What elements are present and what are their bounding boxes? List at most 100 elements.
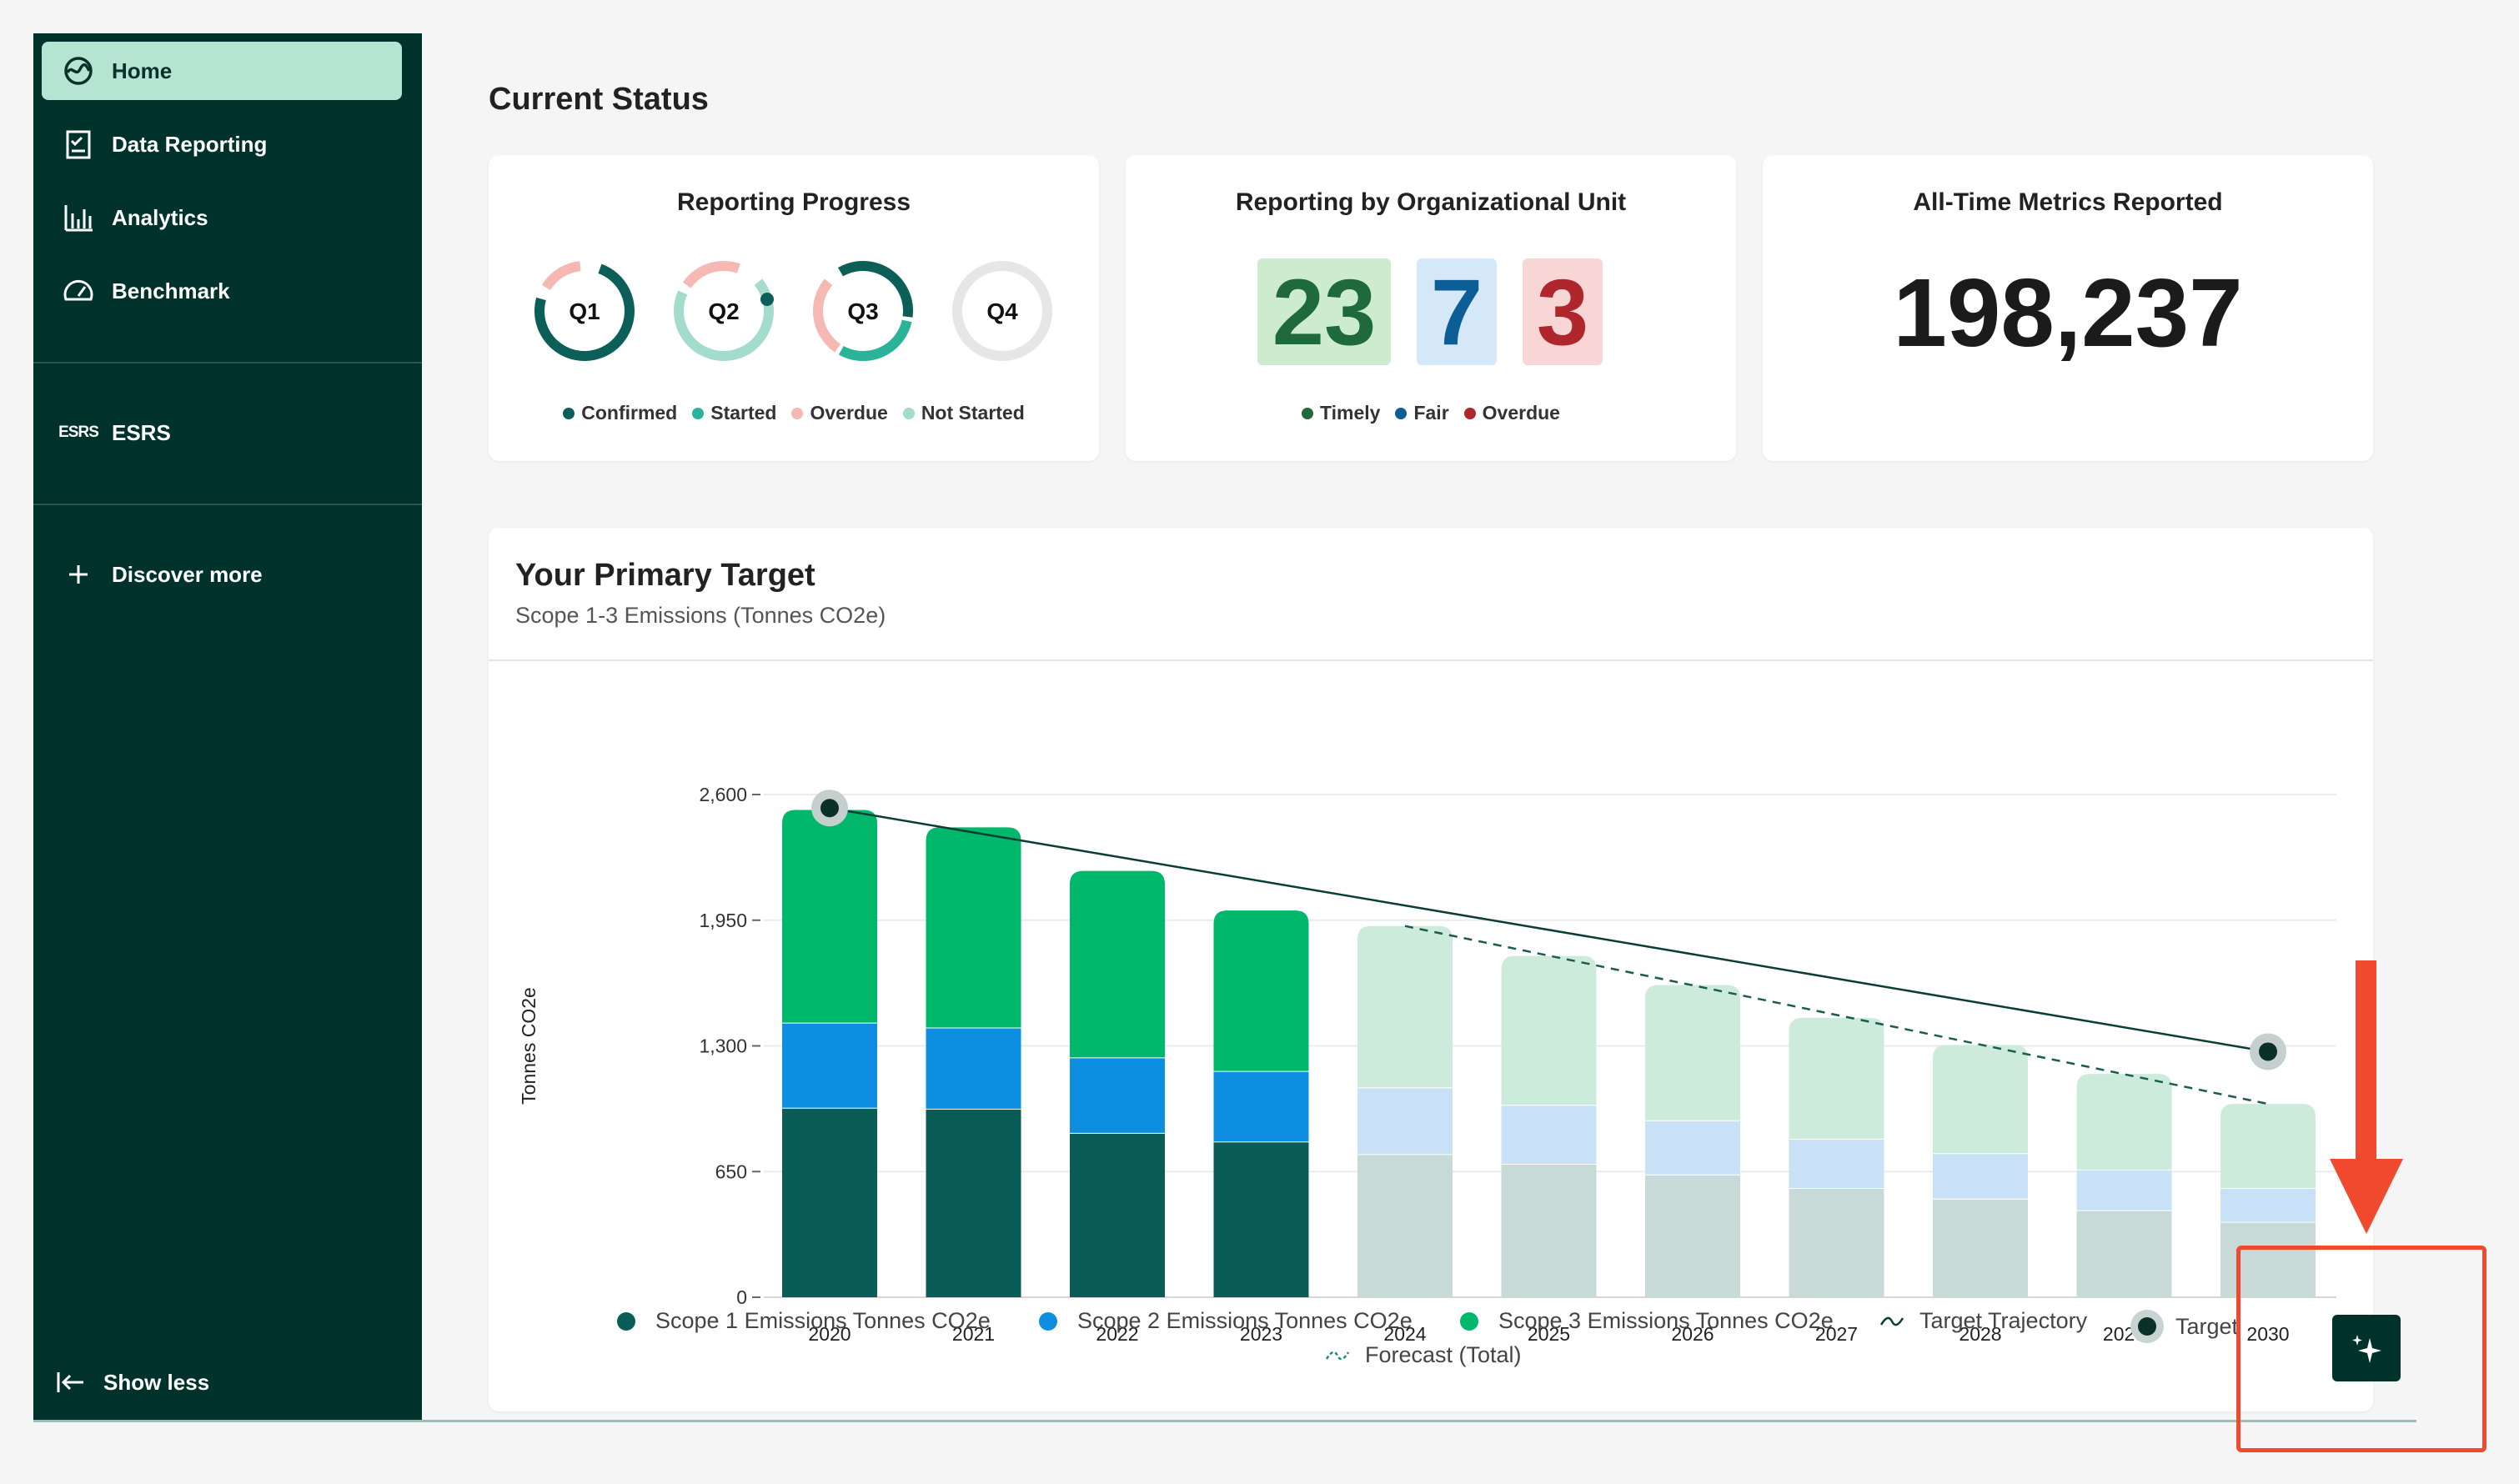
bar-segment bbox=[2220, 1187, 2316, 1222]
legend-scope3[interactable]: Scope 3 Emissions Tonnes CO2e bbox=[1460, 1308, 1834, 1334]
discover-more-label: Discover more bbox=[112, 561, 263, 587]
sidebar-divider bbox=[33, 362, 422, 363]
card-title: Reporting by Organizational Unit bbox=[1235, 188, 1627, 216]
legend-item: Timely bbox=[1302, 402, 1380, 424]
bar-segment bbox=[1501, 955, 1597, 1105]
x-tick-label: 2022 bbox=[1096, 1323, 1138, 1345]
legend-forecast-total[interactable]: Forecast (Total) bbox=[1325, 1342, 1522, 1368]
quarter-label: Q3 bbox=[847, 298, 878, 324]
discover-more-button[interactable]: Discover more bbox=[42, 545, 402, 604]
x-tick-label: 2023 bbox=[1240, 1323, 1282, 1345]
forecast-line bbox=[1404, 925, 2269, 1105]
sidebar-item-analytics[interactable]: Analytics bbox=[42, 188, 402, 247]
collapse-left-icon bbox=[52, 1364, 88, 1401]
x-tick-label: 2025 bbox=[1528, 1323, 1570, 1345]
target-trajectory-line bbox=[829, 807, 2269, 1053]
bar-segment bbox=[1501, 1105, 1597, 1164]
annotation-arrow-icon bbox=[2330, 960, 2403, 1234]
x-tick-label: 2026 bbox=[1671, 1323, 1714, 1345]
plus-icon bbox=[60, 556, 97, 593]
bar-segment bbox=[1213, 1070, 1309, 1142]
legend-item: Confirmed bbox=[563, 402, 677, 424]
legend-target[interactable]: Target bbox=[2129, 1308, 2238, 1345]
sidebar-item-benchmark[interactable]: Benchmark bbox=[42, 262, 402, 320]
legend-item: Not Started bbox=[902, 402, 1025, 424]
legend-scope2[interactable]: Scope 2 Emissions Tonnes CO2e bbox=[1039, 1308, 1413, 1334]
ring-q2: Q2 bbox=[674, 261, 774, 361]
legend-dot-icon bbox=[1039, 1311, 1057, 1331]
legend-dot-icon bbox=[692, 407, 705, 419]
y-axis-label: Tonnes CO2e bbox=[518, 987, 539, 1105]
clipboard-icon bbox=[60, 126, 97, 163]
y-tick-label: 2,600 bbox=[699, 784, 747, 805]
show-less-label: Show less bbox=[103, 1369, 210, 1395]
bar-segment bbox=[782, 1107, 877, 1297]
target-marker bbox=[820, 799, 839, 818]
org-unit-card[interactable]: Reporting by Organizational Unit 23 7 3 … bbox=[1126, 155, 1736, 461]
org-legend: Timely Fair Overdue bbox=[1126, 402, 1736, 424]
chart-subtitle: Scope 1-3 Emissions (Tonnes CO2e) bbox=[515, 603, 886, 628]
quarter-label: Q4 bbox=[986, 298, 1018, 324]
ring-q4: Q4 bbox=[952, 261, 1052, 361]
legend-dot-icon bbox=[563, 407, 575, 419]
chart-title: Your Primary Target bbox=[515, 558, 815, 593]
all-time-metrics-card[interactable]: All-Time Metrics Reported 198,237 bbox=[1763, 155, 2373, 461]
sidebar-divider bbox=[33, 504, 422, 505]
x-tick-label: 2020 bbox=[808, 1323, 851, 1345]
bottom-border bbox=[33, 1420, 2416, 1422]
sparkle-icon bbox=[2352, 1335, 2381, 1363]
bar-segment bbox=[1645, 1120, 1740, 1175]
bar-segment bbox=[1933, 1045, 2028, 1154]
y-tick-label: 1,950 bbox=[699, 910, 747, 931]
chart-divider bbox=[489, 659, 2373, 661]
x-tick-label: 2024 bbox=[1383, 1323, 1426, 1345]
quarter-label: Q2 bbox=[708, 298, 739, 324]
y-tick-label: 1,300 bbox=[699, 1035, 747, 1057]
sidebar-item-label: ESRS bbox=[112, 419, 171, 445]
legend-dot-icon bbox=[1463, 407, 1476, 419]
show-less-button[interactable]: Show less bbox=[33, 1353, 394, 1411]
bar-segment bbox=[926, 1108, 1021, 1297]
legend-item: Overdue bbox=[791, 402, 888, 424]
bar-segment bbox=[1070, 1057, 1165, 1133]
timely-count: 23 bbox=[1257, 258, 1391, 365]
card-title: All-Time Metrics Reported bbox=[1913, 188, 2223, 216]
annotation-highlight-box bbox=[2236, 1246, 2486, 1452]
bar-segment bbox=[1933, 1198, 2028, 1297]
bar-segment bbox=[2076, 1074, 2172, 1170]
bar-segment bbox=[1933, 1153, 2028, 1199]
sidebar-item-label: Data Reporting bbox=[112, 131, 268, 157]
bar-segment bbox=[1645, 985, 1740, 1121]
y-tick-label: 650 bbox=[715, 1161, 747, 1182]
bar-segment bbox=[1213, 910, 1309, 1071]
x-tick-label: 2030 bbox=[2246, 1323, 2289, 1345]
sidebar-item-esrs[interactable]: ESRS ESRS bbox=[42, 404, 402, 462]
legend-scope1[interactable]: Scope 1 Emissions Tonnes CO2e bbox=[617, 1308, 991, 1334]
metrics-total: 198,237 bbox=[1893, 258, 2243, 367]
legend-target-trajectory[interactable]: Target Trajectory bbox=[1879, 1308, 2087, 1334]
sidebar-item-home[interactable]: Home bbox=[42, 42, 402, 100]
bar-segment bbox=[1070, 1132, 1165, 1297]
ring-q3: Q3 bbox=[813, 261, 913, 361]
bar-segment bbox=[1789, 1187, 1884, 1297]
legend-dot-icon bbox=[617, 1311, 635, 1331]
sidebar-item-label: Home bbox=[112, 58, 173, 83]
target-marker bbox=[2259, 1042, 2277, 1061]
x-tick-label: 2027 bbox=[1815, 1323, 1858, 1345]
gauge-icon bbox=[60, 273, 97, 309]
dashed-wave-icon bbox=[1325, 1351, 1350, 1360]
sidebar-item-data-reporting[interactable]: Data Reporting bbox=[42, 115, 402, 173]
emissions-chart: 0 650 1,300 1,950 2,600 Tonnes CO2e 2020 2021 20… bbox=[518, 784, 2336, 1345]
legend-item: Fair bbox=[1395, 402, 1449, 424]
bar-segment bbox=[1357, 1087, 1453, 1155]
fair-count: 7 bbox=[1417, 258, 1497, 365]
legend-item: Overdue bbox=[1463, 402, 1560, 424]
ai-assistant-button[interactable] bbox=[2332, 1315, 2401, 1381]
bar-segment bbox=[1357, 925, 1453, 1088]
bar-segment bbox=[2220, 1104, 2316, 1188]
reporting-progress-card[interactable]: Reporting Progress Q1 Q2 Q3 Q4 Confirmed… bbox=[489, 155, 1099, 461]
legend-dot-icon bbox=[1460, 1311, 1478, 1331]
bar-segment bbox=[926, 1027, 1021, 1109]
legend-dot-icon bbox=[1302, 407, 1314, 419]
bar-segment bbox=[1789, 1017, 1884, 1139]
